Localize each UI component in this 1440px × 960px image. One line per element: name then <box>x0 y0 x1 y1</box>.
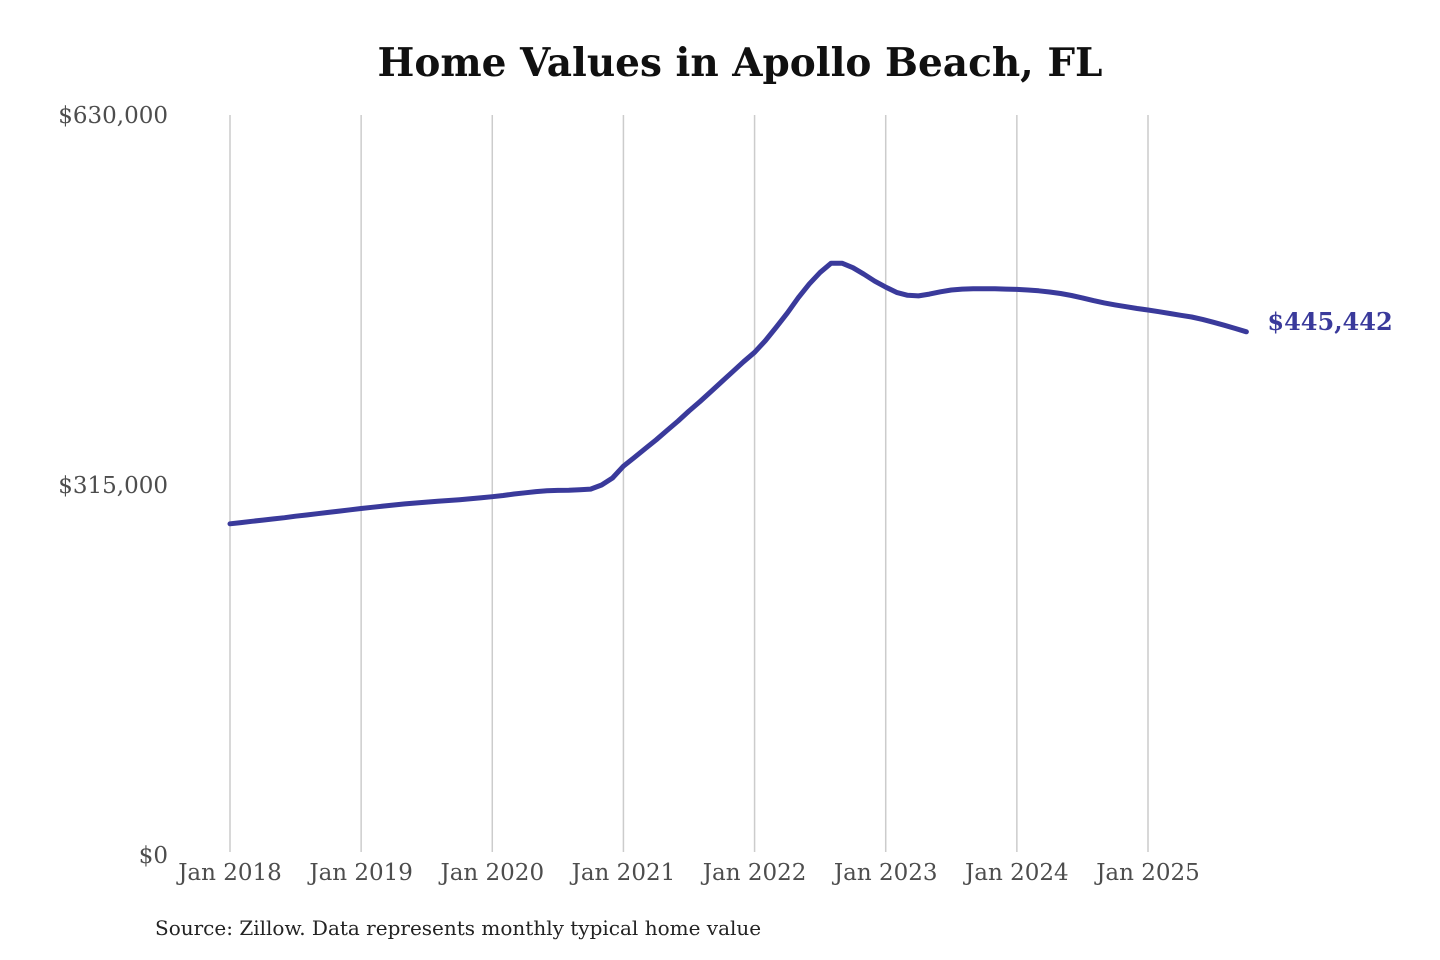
x-tick-label: Jan 2024 <box>963 860 1069 886</box>
y-axis-labels: $0 $315,000 $630,000 <box>58 103 168 869</box>
x-tick-label: Jan 2022 <box>701 860 807 886</box>
x-tick-label: Jan 2025 <box>1094 860 1200 886</box>
y-tick-label: $0 <box>139 843 168 869</box>
x-tick-label: Jan 2023 <box>832 860 938 886</box>
x-tick-label: Jan 2018 <box>176 860 282 886</box>
x-axis-labels: Jan 2018 Jan 2019 Jan 2020 Jan 2021 Jan 2022… <box>176 860 1200 886</box>
home-value-series-line <box>227 260 1249 527</box>
latest-value-label: $445,442 <box>1267 307 1392 336</box>
source-note: Source: Zillow. Data represents monthly … <box>155 916 762 940</box>
gridlines <box>229 115 1149 852</box>
x-tick-label: Jan 2019 <box>307 860 413 886</box>
x-tick-label: Jan 2020 <box>438 860 544 886</box>
y-tick-label: $630,000 <box>58 103 168 129</box>
y-tick-label: $315,000 <box>58 473 168 499</box>
chart-title: Home Values in Apollo Beach, FL <box>377 40 1103 86</box>
x-tick-label: Jan 2021 <box>570 860 676 886</box>
